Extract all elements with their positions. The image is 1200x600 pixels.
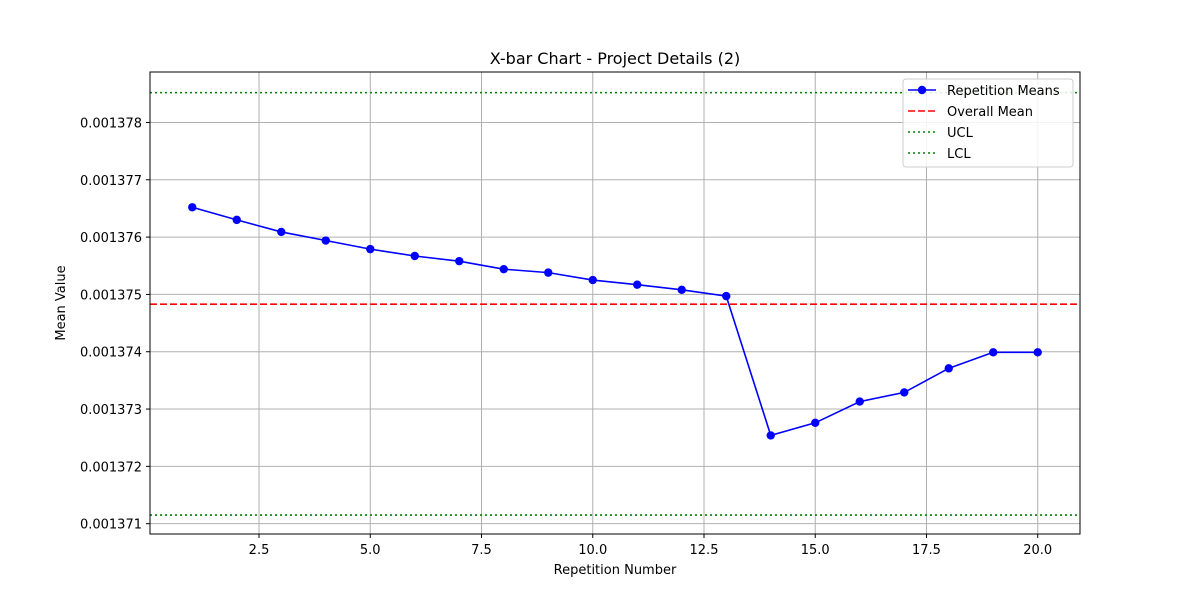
x-tick-label: 12.5 <box>690 543 719 558</box>
data-point <box>588 275 597 285</box>
data-point <box>989 348 998 357</box>
y-axis-title: Mean Value <box>54 265 69 340</box>
x-tick-label: 20.0 <box>1023 543 1052 558</box>
y-tick-label: 0.001376 <box>80 231 142 246</box>
data-point <box>321 236 330 245</box>
y-axis-ticks: 0.001371 0.001372 0.001373 0.001374 0.001375… <box>80 116 150 533</box>
data-point <box>277 227 286 237</box>
data-point <box>855 397 864 406</box>
data-point <box>455 256 464 266</box>
y-tick-label: 0.001378 <box>80 116 142 131</box>
y-tick-label: 0.001374 <box>80 346 142 361</box>
x-tick-label: 10.0 <box>578 543 607 558</box>
legend: Repetition Means Overall Mean UCL LCL <box>902 78 1074 168</box>
data-point <box>722 291 731 301</box>
data-point <box>499 264 508 274</box>
legend-label: UCL <box>947 126 974 141</box>
legend-label: Repetition Means <box>947 84 1060 99</box>
x-tick-label: 2.5 <box>249 543 270 558</box>
data-point <box>1033 348 1042 357</box>
grid-lines <box>150 72 1080 534</box>
x-tick-label: 17.5 <box>912 543 941 558</box>
y-tick-label: 0.001373 <box>80 403 142 418</box>
legend-label: LCL <box>947 147 971 162</box>
legend-box <box>902 78 1074 168</box>
y-tick-label: 0.001372 <box>80 460 142 475</box>
data-point <box>677 285 686 295</box>
y-tick-label: 0.001377 <box>80 174 142 189</box>
data-point <box>766 431 775 440</box>
data-point <box>944 364 953 373</box>
x-axis-ticks: 2.5 5.0 7.5 10.0 12.5 15.0 17.5 20.0 <box>249 534 1052 558</box>
data-point <box>544 268 553 277</box>
data-point <box>811 418 820 427</box>
chart-title: X-bar Chart - Project Details (2) <box>490 49 741 68</box>
data-point <box>410 251 419 261</box>
plot-area <box>149 71 1081 535</box>
x-tick-label: 15.0 <box>801 543 830 558</box>
x-axis-title: Repetition Number <box>554 563 677 578</box>
series-repetition-means <box>188 203 1042 440</box>
legend-marker <box>917 85 927 95</box>
data-point <box>188 203 197 212</box>
legend-label: Overall Mean <box>947 105 1033 120</box>
x-tick-label: 5.0 <box>360 543 381 558</box>
x-tick-label: 7.5 <box>471 543 492 558</box>
y-tick-label: 0.001371 <box>80 518 142 533</box>
data-point <box>232 215 241 225</box>
series-line <box>192 206 1038 437</box>
data-point <box>900 388 909 397</box>
data-point <box>633 280 642 289</box>
y-tick-label: 0.001375 <box>80 288 142 303</box>
data-point <box>366 244 375 254</box>
